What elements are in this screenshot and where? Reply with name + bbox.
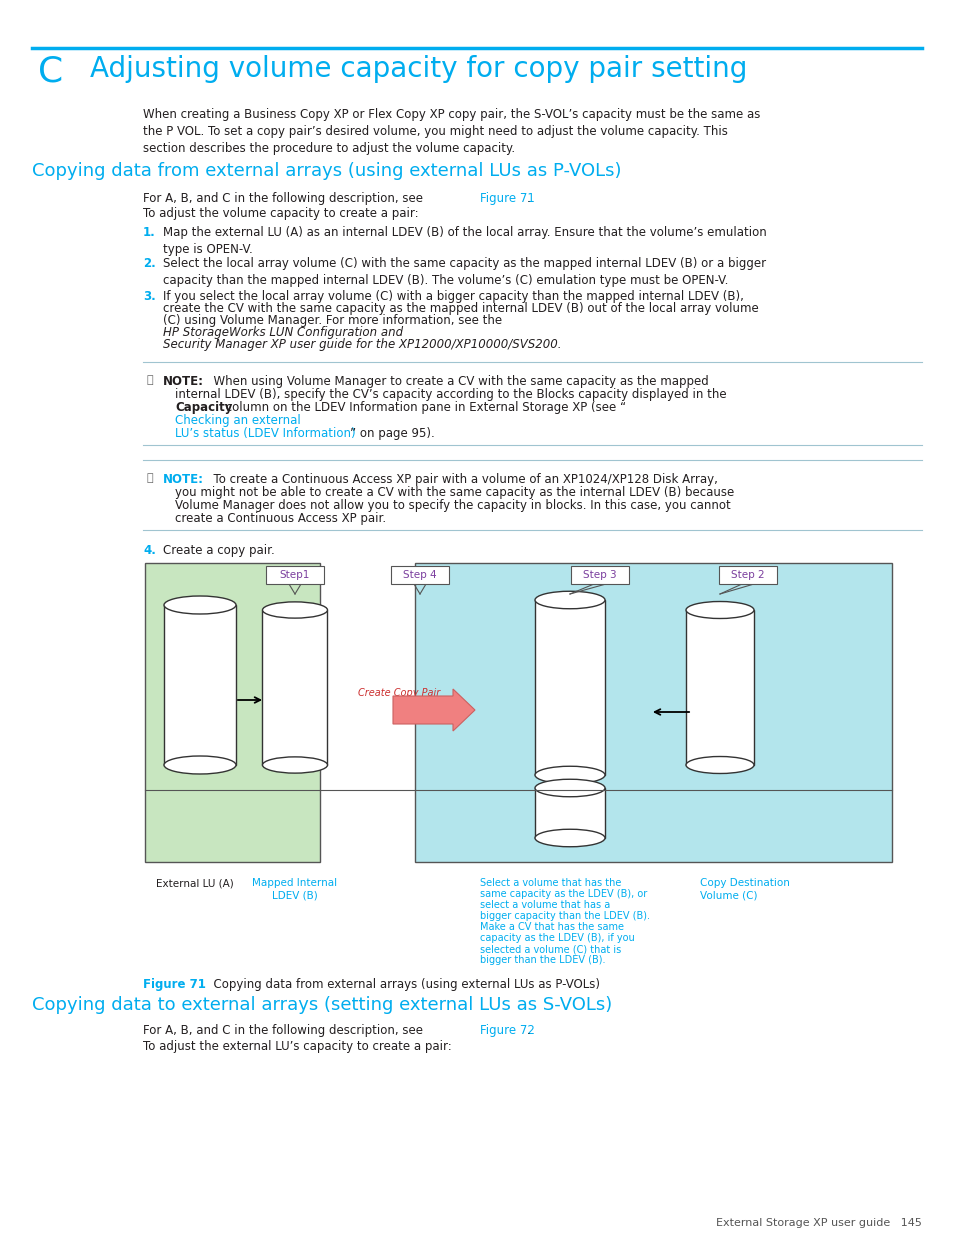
Bar xyxy=(266,566,324,584)
Text: .: . xyxy=(526,191,530,205)
Ellipse shape xyxy=(262,601,327,619)
Text: selected a volume (C) that is: selected a volume (C) that is xyxy=(479,944,620,953)
Ellipse shape xyxy=(535,592,604,609)
Text: Copy Destination: Copy Destination xyxy=(700,878,789,888)
Text: you might not be able to create a CV with the same capacity as the internal LDEV: you might not be able to create a CV wit… xyxy=(174,487,734,499)
Bar xyxy=(391,566,449,584)
Text: Figure 71: Figure 71 xyxy=(479,191,535,205)
Bar xyxy=(262,610,327,764)
Text: For A, B, and C in the following description, see: For A, B, and C in the following descrip… xyxy=(143,1024,426,1037)
Bar xyxy=(164,605,235,764)
Text: same capacity as the LDEV (B), or: same capacity as the LDEV (B), or xyxy=(479,889,646,899)
Ellipse shape xyxy=(535,766,604,784)
Ellipse shape xyxy=(164,597,235,614)
Bar xyxy=(535,788,604,839)
Bar xyxy=(145,563,319,862)
Text: C: C xyxy=(38,56,63,89)
Text: When using Volume Manager to create a CV with the same capacity as the mapped: When using Volume Manager to create a CV… xyxy=(206,375,708,388)
Text: Volume Manager does not allow you to specify the capacity in blocks. In this cas: Volume Manager does not allow you to spe… xyxy=(174,499,730,513)
Text: External LU (A): External LU (A) xyxy=(156,878,233,888)
Ellipse shape xyxy=(535,779,604,797)
Ellipse shape xyxy=(685,757,753,773)
Text: ” on page 95).: ” on page 95). xyxy=(350,427,435,440)
Ellipse shape xyxy=(262,757,327,773)
Text: column on the LDEV Information pane in External Storage XP (see “: column on the LDEV Information pane in E… xyxy=(222,401,625,414)
Text: Make a CV that has the same: Make a CV that has the same xyxy=(479,923,623,932)
Text: External Storage XP user guide   145: External Storage XP user guide 145 xyxy=(716,1218,921,1228)
Text: HP StorageWorks LUN Configuration and: HP StorageWorks LUN Configuration and xyxy=(163,326,403,338)
Text: NOTE:: NOTE: xyxy=(163,473,204,487)
Text: internal LDEV (B), specify the CV’s capacity according to the Blocks capacity di: internal LDEV (B), specify the CV’s capa… xyxy=(174,388,726,401)
Text: Copying data from external arrays (using external LUs as P-VOLs): Copying data from external arrays (using… xyxy=(206,978,599,990)
Ellipse shape xyxy=(535,829,604,847)
Text: .: . xyxy=(526,1024,530,1037)
Text: To adjust the volume capacity to create a pair:: To adjust the volume capacity to create … xyxy=(143,207,418,220)
Text: Mapped Internal
LDEV (B): Mapped Internal LDEV (B) xyxy=(253,878,337,900)
Ellipse shape xyxy=(164,756,235,774)
Text: (C) using Volume Manager. For more information, see the: (C) using Volume Manager. For more infor… xyxy=(163,314,505,327)
Bar xyxy=(535,600,604,776)
Text: 1.: 1. xyxy=(143,226,155,240)
Text: Copying data to external arrays (setting external LUs as S-VOLs): Copying data to external arrays (setting… xyxy=(32,995,612,1014)
Text: select a volume that has a: select a volume that has a xyxy=(479,900,610,910)
Text: Select the local array volume (C) with the same capacity as the mapped internal : Select the local array volume (C) with t… xyxy=(163,257,765,287)
Text: Capacity: Capacity xyxy=(174,401,233,414)
Bar xyxy=(719,566,776,584)
Text: capacity as the LDEV (B), if you: capacity as the LDEV (B), if you xyxy=(479,932,634,944)
Text: Map the external LU (A) as an internal LDEV (B) of the local array. Ensure that : Map the external LU (A) as an internal L… xyxy=(163,226,766,256)
FancyArrow shape xyxy=(393,689,475,731)
Bar xyxy=(415,563,891,862)
Text: Select a volume that has the: Select a volume that has the xyxy=(479,878,620,888)
Text: 📝: 📝 xyxy=(147,375,153,385)
Text: When creating a Business Copy XP or Flex Copy XP copy pair, the S-VOL’s capacity: When creating a Business Copy XP or Flex… xyxy=(143,107,760,156)
Text: To create a Continuous Access XP pair with a volume of an XP1024/XP128 Disk Arra: To create a Continuous Access XP pair wi… xyxy=(206,473,717,487)
Text: bigger than the LDEV (B).: bigger than the LDEV (B). xyxy=(479,955,605,965)
Text: 4.: 4. xyxy=(143,543,155,557)
Text: Step1: Step1 xyxy=(279,571,310,580)
Text: Security Manager XP user guide for the XP12000/XP10000/SVS200.: Security Manager XP user guide for the X… xyxy=(163,338,561,351)
Text: Step 2: Step 2 xyxy=(730,571,764,580)
Text: Create a copy pair.: Create a copy pair. xyxy=(163,543,274,557)
Text: Figure 71: Figure 71 xyxy=(143,978,206,990)
Text: 3.: 3. xyxy=(143,290,155,303)
Text: For A, B, and C in the following description, see: For A, B, and C in the following descrip… xyxy=(143,191,426,205)
Text: Step 4: Step 4 xyxy=(403,571,436,580)
Text: Figure 72: Figure 72 xyxy=(479,1024,535,1037)
Text: Copying data from external arrays (using external LUs as P-VOLs): Copying data from external arrays (using… xyxy=(32,162,620,180)
Text: create a Continuous Access XP pair.: create a Continuous Access XP pair. xyxy=(174,513,386,525)
Text: If you select the local array volume (C) with a bigger capacity than the mapped : If you select the local array volume (C)… xyxy=(163,290,743,303)
Text: bigger capacity than the LDEV (B).: bigger capacity than the LDEV (B). xyxy=(479,911,649,921)
Text: create the CV with the same capacity as the mapped internal LDEV (B) out of the : create the CV with the same capacity as … xyxy=(163,303,758,315)
Text: NOTE:: NOTE: xyxy=(163,375,204,388)
Text: To adjust the external LU’s capacity to create a pair:: To adjust the external LU’s capacity to … xyxy=(143,1040,452,1053)
Text: Adjusting volume capacity for copy pair setting: Adjusting volume capacity for copy pair … xyxy=(90,56,746,83)
Text: 📝: 📝 xyxy=(147,473,153,483)
Ellipse shape xyxy=(685,601,753,619)
Bar xyxy=(685,610,753,764)
Text: Volume (C): Volume (C) xyxy=(700,890,757,900)
Text: Step 3: Step 3 xyxy=(582,571,617,580)
Text: 2.: 2. xyxy=(143,257,155,270)
Text: Create Copy Pair: Create Copy Pair xyxy=(357,688,439,698)
Text: LU’s status (LDEV Information): LU’s status (LDEV Information) xyxy=(174,427,355,440)
Bar xyxy=(571,566,628,584)
Text: Checking an external: Checking an external xyxy=(174,414,300,427)
